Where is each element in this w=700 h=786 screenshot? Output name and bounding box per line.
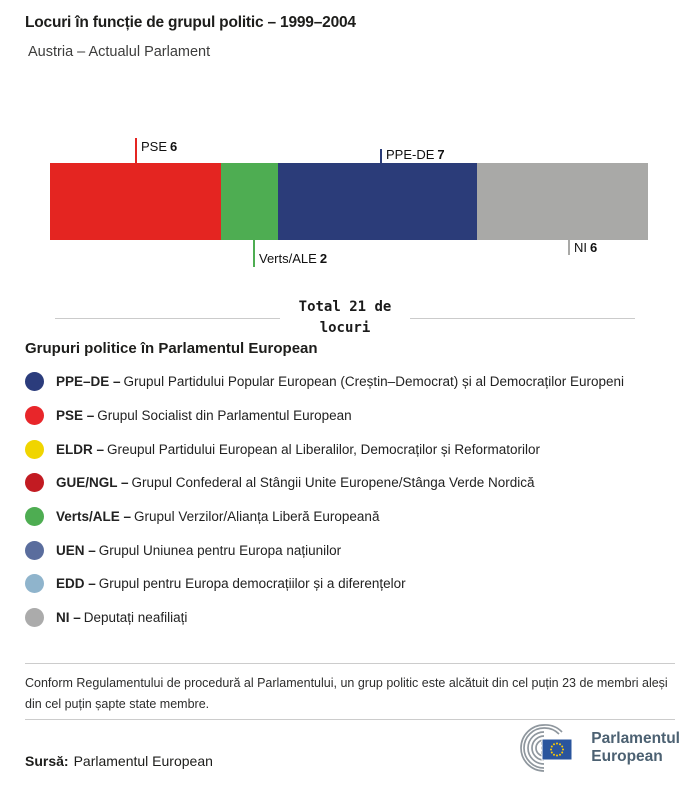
legend-dot-uen — [25, 540, 44, 560]
legend-item-gue-ngl: GUE/NGL – Grupul Confederal al Stângii Un… — [25, 466, 685, 500]
footnote-divider-bottom — [25, 719, 675, 720]
legend-item-verts-ale: Verts/ALE – Grupul Verzilor/Alianța Liber… — [25, 500, 685, 534]
legend-abbr: UEN – — [56, 542, 96, 558]
legend-dot-edd — [25, 574, 44, 594]
divider-line-right — [410, 317, 635, 319]
total-seats-label: Total 21 de locuri — [298, 299, 392, 336]
segment-name: PSE — [141, 139, 168, 154]
legend-item-ppe-de: PPE–DE – Grupul Partidului Popular Europe… — [25, 365, 685, 399]
legend-abbr: PPE–DE – — [56, 374, 121, 390]
segment-value: 6 — [590, 240, 598, 255]
legend-dot-gue-ngl — [25, 473, 44, 493]
legend-abbr: GUE/NGL – — [56, 475, 129, 491]
source-line: Sursă: Parlamentul European — [25, 753, 213, 769]
legend-label: Grupul Verzilor/Alianța Liberă Europeană — [134, 509, 380, 525]
bar-label-verts-ale: Verts/ALE 2 — [259, 251, 327, 266]
bar-label-pse: PSE 6 — [141, 139, 177, 154]
bar-segment-verts-ale — [220, 163, 278, 240]
legend-label: Grupul Partidului Popular European (Creș… — [123, 374, 625, 390]
legend-item-pse: PSE – Grupul Socialist din Parlamentul Eu… — [25, 399, 685, 433]
page-title: Locuri în funcție de grupul politic – 19… — [25, 14, 356, 31]
bar-segment-ppe-de — [277, 163, 478, 240]
tick-ppe-de — [380, 149, 382, 163]
legend-abbr: Verts/ALE – — [56, 509, 132, 525]
logo-line2: European — [591, 748, 663, 765]
tick-ni — [568, 240, 570, 255]
legend-abbr: EDD – — [56, 576, 96, 592]
legend-item-ni: NI – Deputați neafiliați — [25, 601, 685, 635]
legend-item-edd: EDD – Grupul pentru Europa democrațiilor … — [25, 567, 685, 601]
segment-value: 6 — [170, 139, 178, 154]
legend-label: Grupul pentru Europa democrațiilor și a … — [98, 576, 406, 592]
legend-label: Deputați neafiliați — [83, 610, 188, 626]
segment-value: 7 — [437, 147, 445, 162]
legend-label: Grupul Confederal al Stângii Unite Europ… — [131, 475, 535, 491]
legend-dot-ppe-de — [25, 372, 44, 392]
bar-label-ni: NI 6 — [574, 240, 597, 255]
legend-abbr: ELDR – — [56, 441, 105, 457]
legend: PPE–DE – Grupul Partidului Popular Europe… — [25, 365, 685, 635]
bar-segment-ni — [477, 163, 648, 240]
ep-hemicycle-icon — [520, 724, 573, 772]
source-value: Parlamentul European — [73, 753, 213, 769]
eu-flag-icon — [541, 738, 573, 761]
tick-verts-ale — [253, 240, 255, 267]
bar-label-ppe-de: PPE-DE 7 — [386, 147, 445, 162]
legend-label: Greupul Partidului European al Liberalil… — [107, 441, 540, 457]
segment-value: 2 — [319, 251, 328, 266]
european-parliament-logo: Parlamentul European — [510, 724, 680, 772]
logo-line1: Parlamentul — [591, 729, 680, 747]
legend-dot-verts-ale — [25, 507, 44, 527]
legend-item-uen: UEN – Grupul Uniunea pentru Europa națiun… — [25, 533, 685, 567]
legend-dot-pse — [25, 406, 44, 426]
tick-pse — [135, 138, 137, 163]
legend-dot-eldr — [25, 439, 44, 459]
legend-abbr: NI – — [56, 610, 81, 626]
segment-name: Verts/ALE — [259, 251, 317, 266]
footnote-divider-top — [25, 663, 675, 664]
page-subtitle: Austria – Actualul Parlament — [28, 44, 211, 60]
legend-item-eldr: ELDR – Greupul Partidului European al Lib… — [25, 432, 685, 466]
logo-wordmark: Parlamentul European — [591, 730, 680, 767]
bar-segment-pse — [50, 163, 221, 240]
legend-label: Grupul Socialist din Parlamentul Europea… — [97, 408, 352, 424]
footnote-text: Conform Regulamentului de procedură al P… — [25, 676, 668, 711]
total-divider: Total 21 de locuri — [55, 297, 635, 339]
legend-abbr: PSE – — [56, 408, 95, 424]
segment-name: NI — [574, 240, 587, 255]
stacked-bar — [50, 163, 648, 240]
segment-name: PPE-DE — [386, 147, 435, 162]
legend-label: Grupul Uniunea pentru Europa națiunilor — [98, 542, 342, 558]
divider-line-left — [55, 317, 280, 319]
legend-heading: Grupuri politice în Parlamentul European — [25, 340, 318, 357]
source-label: Sursă: — [25, 753, 69, 769]
legend-dot-ni — [25, 608, 44, 628]
